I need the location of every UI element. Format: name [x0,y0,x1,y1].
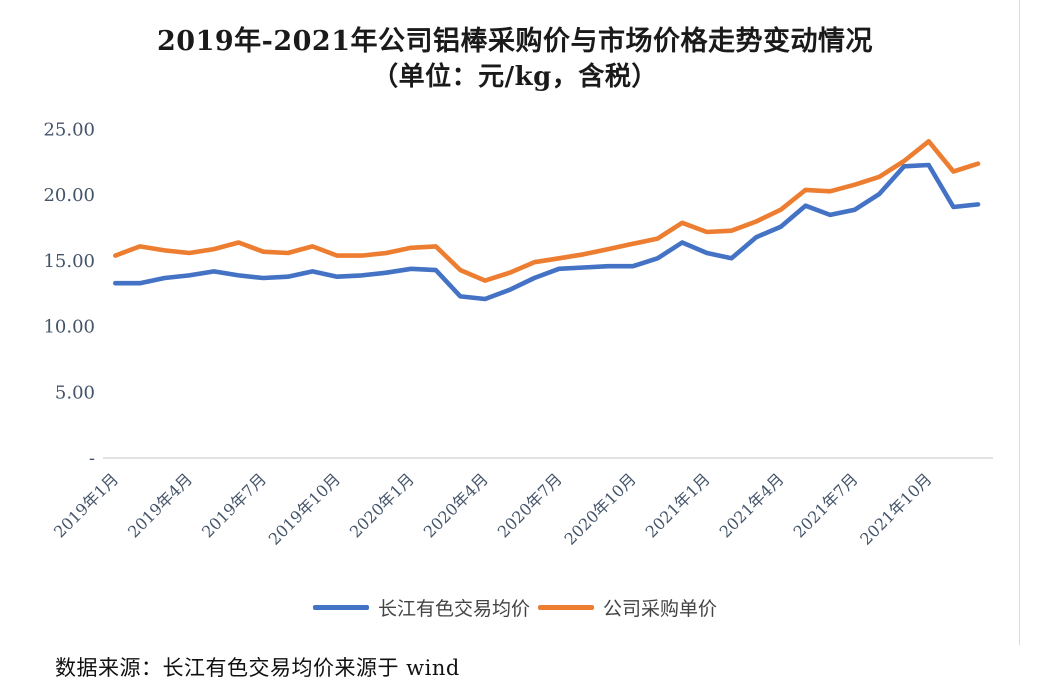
x-tick-label: 2020年1月 [346,469,418,541]
y-tick-label: 5.00 [55,382,95,403]
chart-title-block: 2019年-2021年公司铝棒采购价与市场价格走势变动情况 （单位：元/kg，含… [0,24,1030,96]
x-tick-label: 2020年7月 [494,469,566,541]
y-tick-label: 25.00 [43,120,95,141]
legend-label: 公司采购单价 [603,598,718,620]
legend-label: 长江有色交易均价 [377,598,530,620]
legend-line-sample [312,605,369,610]
y-tick-label: 15.00 [43,251,95,272]
series-line-1 [113,139,981,283]
x-tick-label: 2021年7月 [790,469,862,541]
chart-legend: 长江有色交易均价 公司采购单价 [0,594,1030,621]
legend-line-sample [538,605,594,610]
x-tick-label: 2021年10月 [856,469,935,548]
legend-item-1: 公司采购单价 [538,594,717,621]
x-tick-label: 2019年4月 [124,469,196,541]
y-tick-label: 20.00 [43,185,95,206]
chart-subtitle: （单位：元/kg，含税） [372,62,658,93]
series-line-0 [113,162,981,302]
legend-item-0: 长江有色交易均价 [312,594,530,621]
chart-frame: 2019年-2021年公司铝棒采购价与市场价格走势变动情况 （单位：元/kg，含… [0,0,1030,645]
y-tick-label: - [89,448,95,469]
x-tick-label: 2021年4月 [716,469,788,541]
x-tick-label: 2020年4月 [420,469,492,541]
data-source-note: 数据来源：长江有色交易均价来源于 wind [55,656,460,680]
x-tick-label: 2019年10月 [265,469,344,548]
y-tick-label: 10.00 [43,317,95,338]
chart-right-border [1019,0,1020,645]
x-tick-label: 2019年1月 [50,469,122,541]
x-tick-label: 2020年10月 [561,469,640,548]
x-tick-label: 2021年1月 [642,469,714,541]
chart-title: 2019年-2021年公司铝棒采购价与市场价格走势变动情况 [157,26,873,57]
x-tick-label: 2019年7月 [198,469,270,541]
